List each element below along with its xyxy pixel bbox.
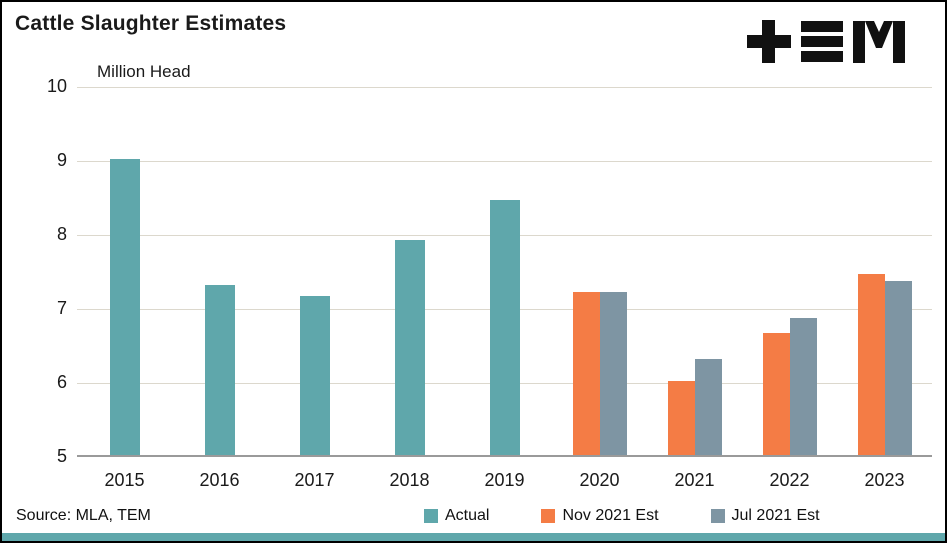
bar-nov-2021-est-2023 — [857, 273, 885, 455]
legend-item-2: Jul 2021 Est — [710, 507, 820, 525]
bar-group-2023: 2023 — [837, 87, 932, 490]
bar-group-2020: 2020 — [552, 87, 647, 490]
bar-jul-2021-est-2021 — [694, 358, 722, 455]
y-tick-label: 7 — [56, 298, 67, 318]
y-tick-label: 8 — [56, 224, 67, 244]
plot-area: 5 6 7 8 9 10 2015 2016 2017 2018 2019 2020 2021 2022 2… — [47, 76, 932, 490]
bar-actual-2016 — [204, 284, 235, 455]
y-tick-label: 10 — [46, 76, 67, 96]
legend-item-1: Nov 2021 Est — [541, 507, 659, 525]
bar-chart: 5 6 7 8 9 10 2015 2016 2017 2018 2019 2020 2021 2022 2… — [47, 76, 932, 490]
bar-group-2018: 2018 — [362, 87, 457, 490]
x-tick-label: 2019 — [484, 470, 525, 490]
y-tick-label: 9 — [56, 150, 67, 170]
legend-swatch-icon — [710, 509, 725, 523]
legend-label: Nov 2021 Est — [562, 507, 659, 524]
bar-jul-2021-est-2020 — [599, 292, 627, 455]
legend-swatch-icon — [541, 509, 556, 523]
bar-group-2021: 2021 — [647, 87, 742, 490]
x-tick-label: 2017 — [294, 470, 335, 490]
legend-swatch-icon — [424, 509, 438, 523]
chart-title: Cattle Slaughter Estimates — [15, 12, 287, 35]
bar-nov-2021-est-2021 — [667, 381, 695, 455]
x-tick-label: 2018 — [389, 470, 430, 490]
x-tick-label: 2023 — [864, 470, 905, 490]
bar-nov-2021-est-2020 — [572, 292, 600, 455]
gridline — [77, 160, 932, 162]
bar-jul-2021-est-2023 — [884, 281, 912, 455]
x-tick-label: 2020 — [579, 470, 620, 490]
footer-accent-bar — [2, 533, 945, 541]
tem-logo-icon — [747, 20, 905, 63]
legend-item-0: Actual — [424, 507, 489, 525]
x-tick-label: 2022 — [769, 470, 810, 490]
bar-actual-2017 — [299, 295, 330, 455]
source-note: Source: MLA, TEM — [16, 507, 151, 524]
legend: Actual Nov 2021 Est Jul 2021 Est — [424, 507, 820, 525]
tem-logo — [747, 18, 905, 66]
bar-group-2019: 2019 — [457, 87, 552, 490]
bar-group-2022: 2022 — [742, 87, 837, 490]
legend-label: Actual — [445, 507, 490, 524]
bar-jul-2021-est-2022 — [789, 318, 817, 455]
bar-group-2016: 2016 — [172, 87, 267, 490]
bar-group-2017: 2017 — [267, 87, 362, 490]
x-tick-label: 2021 — [674, 470, 715, 490]
bar-actual-2019 — [489, 199, 520, 455]
x-tick-label: 2016 — [199, 470, 240, 490]
bar-actual-2018 — [394, 240, 425, 455]
bar-actual-2015 — [109, 159, 140, 455]
bar-nov-2021-est-2022 — [762, 332, 790, 455]
y-tick-label: 6 — [56, 372, 67, 392]
y-tick-label: 5 — [56, 446, 67, 466]
legend-label: Jul 2021 Est — [731, 507, 820, 524]
gridline — [77, 86, 932, 88]
y-axis-title: Million Head — [97, 62, 191, 81]
x-tick-label: 2015 — [104, 470, 145, 490]
bar-group-2015: 2015 — [77, 87, 172, 490]
